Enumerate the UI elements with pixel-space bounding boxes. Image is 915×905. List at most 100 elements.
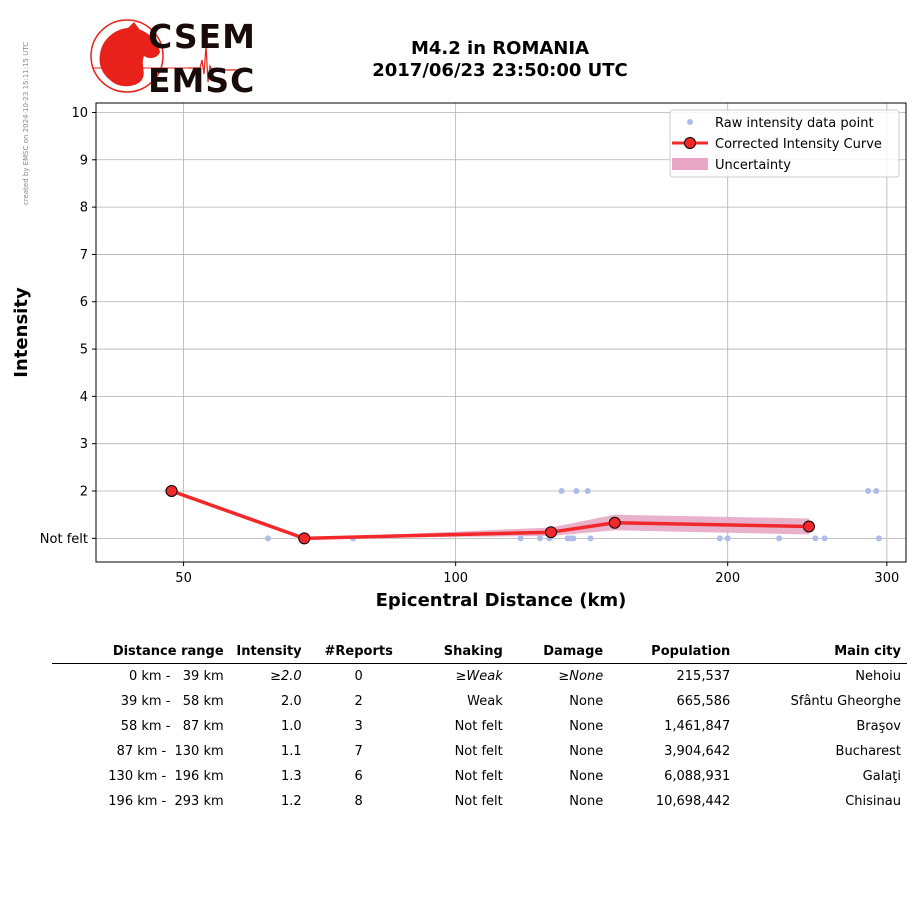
cell-range: 0 km - 39 km bbox=[128, 669, 224, 684]
cell-population: 10,698,442 bbox=[655, 794, 731, 809]
raw-data-point bbox=[265, 535, 272, 542]
raw-data-point bbox=[865, 488, 872, 495]
cell-city: Nehoiu bbox=[855, 669, 901, 684]
chart-legend: Raw intensity data point Corrected Inten… bbox=[669, 109, 900, 178]
cell-damage: None bbox=[569, 694, 604, 709]
x-tick-label: 50 bbox=[175, 571, 192, 586]
col-shaking: Shaking bbox=[409, 642, 509, 664]
y-tick-label: 6 bbox=[80, 295, 88, 310]
cell-damage: None bbox=[569, 794, 604, 809]
table-row: 196 km - 293 km 1.2 8 Not felt None 10,6… bbox=[52, 789, 907, 814]
cell-population: 6,088,931 bbox=[664, 769, 731, 784]
cell-range: 196 km - 293 km bbox=[108, 794, 224, 809]
table-header-row: Distance range Intensity #Reports Shakin… bbox=[52, 642, 907, 664]
col-intensity: Intensity bbox=[229, 642, 308, 664]
raw-data-point bbox=[875, 535, 882, 542]
x-tick-label: 100 bbox=[443, 571, 468, 586]
table-row: 58 km - 87 km 1.0 3 Not felt None 1,461,… bbox=[52, 714, 907, 739]
col-population: Population bbox=[609, 642, 737, 664]
y-tick-label: 4 bbox=[80, 390, 88, 405]
raw-data-point bbox=[558, 488, 565, 495]
raw-data-point bbox=[573, 488, 580, 495]
raw-data-point bbox=[584, 488, 591, 495]
legend-curve-label: Corrected Intensity Curve bbox=[715, 137, 882, 152]
logo-text-csem: CSEM bbox=[148, 17, 256, 56]
chart-title: M4.2 in ROMANIA 2017/06/23 23:50:00 UTC bbox=[300, 38, 700, 82]
table-row: 39 km - 58 km 2.0 2 Weak None 665,586 Sf… bbox=[52, 689, 907, 714]
intensity-curve-marker bbox=[802, 520, 815, 533]
col-distance-range: Distance range bbox=[52, 642, 230, 664]
csem-emsc-logo: CSEM EMSC bbox=[88, 16, 258, 98]
x-axis-label: Epicentral Distance (km) bbox=[376, 590, 627, 611]
legend-raw-marker bbox=[687, 119, 693, 125]
raw-data-point bbox=[716, 535, 723, 542]
y-tick-label: 2 bbox=[80, 485, 88, 500]
axis-ticks: Not felt 2 3 4 5 6 7 8 9 10 50 100 200 300 bbox=[40, 106, 899, 586]
y-tick-label: 5 bbox=[80, 343, 88, 358]
raw-data-point bbox=[724, 535, 731, 542]
cell-reports: 2 bbox=[354, 694, 363, 709]
cell-city: Braşov bbox=[856, 719, 901, 734]
legend-uncertainty-swatch bbox=[672, 158, 708, 170]
cell-population: 215,537 bbox=[676, 669, 731, 684]
legend-uncertainty-label: Uncertainty bbox=[715, 158, 791, 173]
cell-population: 1,461,847 bbox=[664, 719, 731, 734]
intensity-curve-marker bbox=[165, 485, 178, 498]
cell-shaking: Not felt bbox=[454, 794, 503, 809]
cell-reports: 6 bbox=[354, 769, 363, 784]
raw-data-point bbox=[587, 535, 594, 542]
cell-shaking: Not felt bbox=[454, 719, 503, 734]
cell-damage: ≥None bbox=[558, 669, 604, 684]
legend-raw-label: Raw intensity data point bbox=[715, 116, 874, 131]
cell-intensity: 1.3 bbox=[280, 769, 302, 784]
y-tick-label: 9 bbox=[80, 153, 88, 168]
title-line-1: M4.2 in ROMANIA bbox=[410, 38, 589, 59]
intensity-curve-marker bbox=[608, 516, 621, 529]
cell-population: 3,904,642 bbox=[664, 744, 731, 759]
intensity-curve-marker bbox=[298, 532, 311, 545]
cell-intensity: 1.0 bbox=[280, 719, 302, 734]
cell-range: 87 km - 130 km bbox=[116, 744, 224, 759]
y-axis-label: Intensity bbox=[11, 287, 32, 378]
table-row: 87 km - 130 km 1.1 7 Not felt None 3,904… bbox=[52, 739, 907, 764]
intensity-table: Distance range Intensity #Reports Shakin… bbox=[52, 642, 907, 814]
cell-shaking: Not felt bbox=[454, 744, 503, 759]
cell-city: Sfântu Gheorghe bbox=[790, 694, 901, 709]
grid-lines bbox=[96, 103, 906, 562]
raw-data-point bbox=[517, 535, 524, 542]
raw-data-point bbox=[821, 535, 828, 542]
raw-data-point bbox=[776, 535, 783, 542]
raw-data-point bbox=[873, 488, 880, 495]
y-tick-label: 3 bbox=[80, 437, 88, 452]
intensity-chart: Not felt 2 3 4 5 6 7 8 9 10 50 100 200 300 Epicentral… bbox=[11, 102, 907, 611]
uncertainty-band-layer bbox=[304, 514, 809, 539]
raw-data-point bbox=[812, 535, 819, 542]
intensity-curve-layer bbox=[165, 485, 815, 545]
title-line-2: 2017/06/23 23:50:00 UTC bbox=[372, 60, 628, 81]
uncertainty-band bbox=[304, 514, 809, 539]
intensity-curve-marker bbox=[545, 526, 558, 539]
raw-data-point bbox=[570, 535, 577, 542]
table-row: 0 km - 39 km ≥2.0 0 ≥Weak ≥None 215,537 … bbox=[52, 664, 907, 690]
cell-damage: None bbox=[569, 744, 604, 759]
cell-shaking: Not felt bbox=[454, 769, 503, 784]
logo-text-emsc: EMSC bbox=[148, 61, 256, 100]
legend-curve-marker bbox=[684, 137, 696, 149]
cell-shaking: Weak bbox=[467, 694, 503, 709]
cell-shaking: ≥Weak bbox=[455, 669, 503, 684]
y-tick-label: Not felt bbox=[40, 532, 88, 547]
raw-data-point bbox=[537, 535, 544, 542]
cell-reports: 8 bbox=[354, 794, 363, 809]
cell-reports: 3 bbox=[354, 719, 363, 734]
cell-damage: None bbox=[569, 769, 604, 784]
cell-city: Bucharest bbox=[835, 744, 901, 759]
table-row: 130 km - 196 km 1.3 6 Not felt None 6,08… bbox=[52, 764, 907, 789]
cell-range: 39 km - 58 km bbox=[120, 694, 224, 709]
x-tick-label: 200 bbox=[715, 571, 740, 586]
legend-box bbox=[669, 109, 900, 178]
cell-range: 58 km - 87 km bbox=[120, 719, 224, 734]
cell-city: Galaţi bbox=[862, 769, 901, 784]
globe-logo-icon bbox=[90, 19, 250, 93]
cell-intensity: 1.1 bbox=[280, 744, 302, 759]
cell-reports: 0 bbox=[354, 669, 363, 684]
